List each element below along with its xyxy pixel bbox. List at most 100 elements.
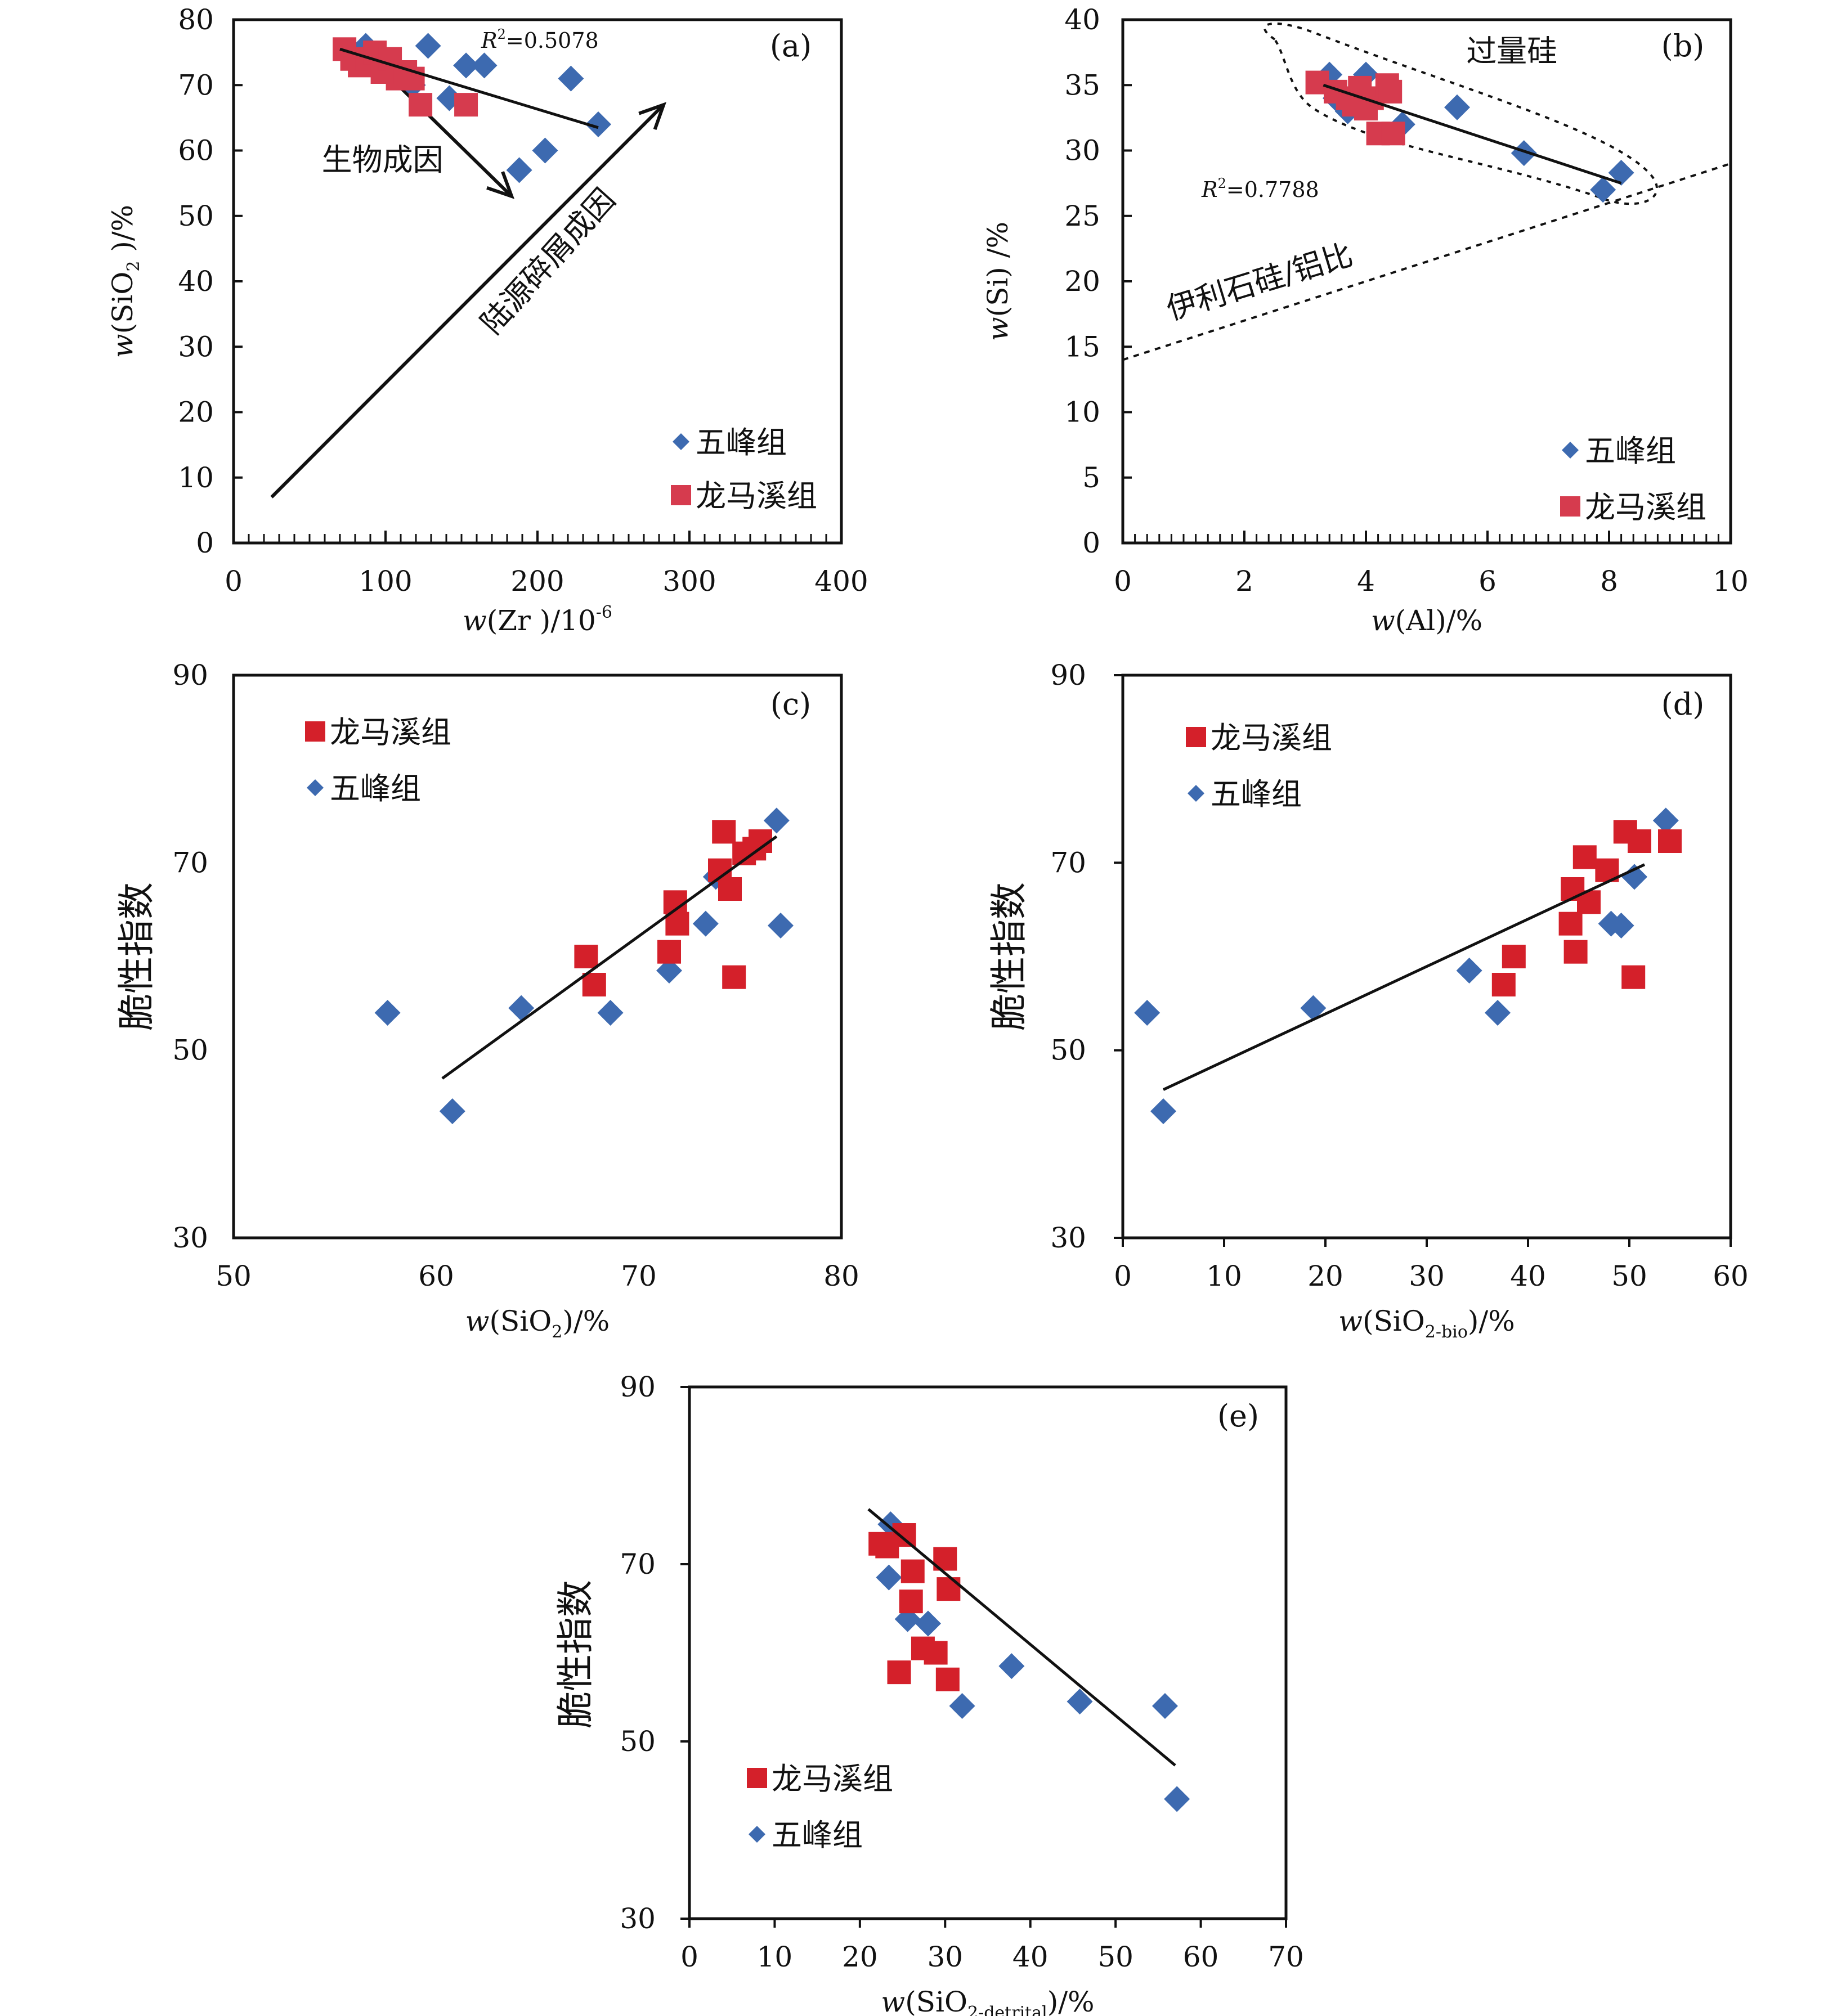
y-tick-label: 60 (178, 134, 214, 167)
y-tick-label: 70 (1050, 846, 1086, 879)
legend-label: 龙马溪组 (696, 478, 817, 514)
y-axis-label: w(Si) /% (982, 222, 1014, 341)
data-point (899, 1590, 923, 1614)
x-axis-label: w(Zr )/10-6 (463, 603, 612, 637)
x-tick-label: 2 (1235, 565, 1253, 598)
panel-label: (e) (1217, 1398, 1259, 1434)
annotation: 陆源碎屑成因 (474, 182, 622, 341)
data-point (1658, 829, 1682, 853)
x-tick-label: 300 (662, 565, 716, 598)
y-axis-label: 脆性指数 (987, 882, 1031, 1031)
x-tick-label: 10 (1206, 1260, 1242, 1292)
y-tick-label: 70 (620, 1548, 656, 1581)
x-tick-label: 70 (621, 1260, 657, 1292)
plot-frame (232, 674, 843, 1240)
legend-marker (305, 721, 325, 742)
data-point (453, 52, 480, 79)
y-tick-label: 80 (178, 3, 214, 36)
x-tick-label: 0 (1114, 1260, 1132, 1292)
data-point (508, 995, 535, 1021)
x-axis-label: w(Al)/% (1371, 604, 1482, 637)
x-tick-label: 40 (1012, 1941, 1049, 1973)
data-point (1067, 1689, 1093, 1715)
legend-label: 龙马溪组 (772, 1761, 893, 1797)
data-point (949, 1693, 975, 1719)
data-point (1134, 1000, 1161, 1026)
data-point (1621, 864, 1647, 890)
x-tick-label: 60 (418, 1260, 454, 1292)
series-wufeng (1134, 807, 1679, 1124)
chart-panel-b: 0 2 4 6 8 10 0 5 10 15 20 25 30 35 40 w(Al)/% w(Si) /% (b… (982, 3, 1749, 637)
data-point (656, 958, 682, 984)
y-tick-label: 70 (172, 846, 208, 879)
y-axis-label: 脆性指数 (115, 882, 158, 1031)
data-point (1558, 912, 1583, 936)
chart-panel-a: 0 100 200 300 400 0 10 20 30 40 50 60 70 80 w(Zr )/10-… (106, 3, 868, 637)
data-point (1164, 1786, 1190, 1812)
data-point (1502, 945, 1526, 968)
series-longmaxi (868, 1523, 961, 1691)
data-point (657, 940, 681, 964)
data-point (1563, 940, 1588, 964)
x-tick-label: 0 (225, 565, 243, 598)
panel-label: (a) (770, 28, 812, 64)
data-point (597, 1000, 624, 1026)
data-point (558, 65, 584, 92)
data-point (692, 910, 719, 937)
data-point (1456, 958, 1482, 984)
trend-line (867, 1508, 1176, 1767)
x-tick-label: 60 (1713, 1260, 1749, 1292)
data-point (585, 111, 611, 137)
data-point (1152, 1693, 1178, 1719)
legend-marker (747, 1768, 767, 1788)
data-point (1381, 122, 1405, 146)
y-tick-label: 30 (620, 1902, 656, 1935)
data-point (763, 807, 790, 834)
trend-line (441, 835, 778, 1080)
y-tick-label: 15 (1064, 330, 1100, 363)
data-point (935, 1667, 960, 1691)
legend-label: 龙马溪组 (1585, 490, 1706, 525)
data-point (1608, 160, 1634, 186)
plot-frame (1121, 674, 1732, 1240)
data-point (454, 93, 478, 117)
y-tick-label: 50 (620, 1725, 656, 1758)
y-tick-label: 40 (1064, 3, 1100, 36)
y-tick-label: 50 (172, 1034, 208, 1067)
panel-label: (b) (1661, 28, 1705, 64)
data-point (892, 1523, 916, 1547)
y-tick-label: 0 (196, 527, 214, 559)
y-tick-label: 50 (1050, 1034, 1086, 1067)
x-tick-label: 4 (1357, 565, 1375, 598)
data-point (924, 1641, 948, 1665)
y-tick-label: 20 (1064, 265, 1100, 298)
data-point (1444, 94, 1470, 120)
data-point (876, 1564, 902, 1591)
data-point (768, 913, 794, 939)
series-longmaxi (1491, 820, 1682, 996)
y-tick-label: 5 (1082, 461, 1100, 494)
legend-marker (673, 433, 689, 450)
x-tick-label: 6 (1478, 565, 1497, 598)
trend-line (1323, 83, 1622, 185)
y-tick-label: 50 (178, 200, 214, 232)
y-tick-label: 20 (178, 396, 214, 429)
data-point (409, 93, 433, 117)
x-axis-label: w(SiO2)/% (465, 1305, 610, 1342)
legend-marker (307, 779, 324, 796)
data-point (718, 877, 742, 901)
x-tick-label: 0 (680, 1941, 698, 1973)
legend-marker (749, 1826, 765, 1843)
x-tick-label: 50 (1611, 1260, 1647, 1292)
arrow-head (638, 102, 667, 130)
data-point (1511, 140, 1537, 167)
r-squared-label: R2=0.5078 (481, 26, 599, 53)
panel-label: (c) (770, 686, 811, 722)
data-point (1378, 79, 1403, 104)
data-point (937, 1577, 961, 1601)
data-point (1300, 995, 1327, 1021)
